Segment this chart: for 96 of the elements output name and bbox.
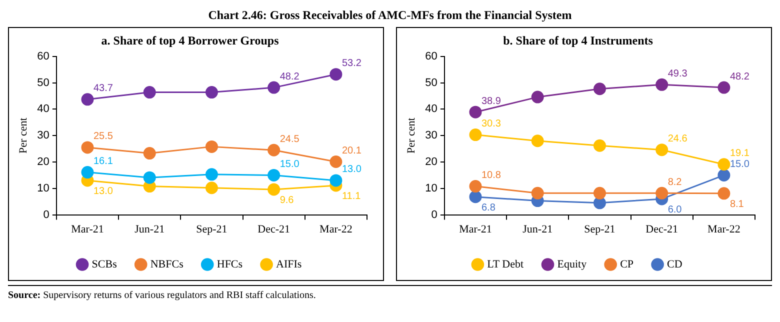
data-label: 24.6	[668, 134, 688, 145]
y-tick-label: 50	[37, 76, 50, 89]
y-tick-label: 0	[431, 208, 438, 221]
data-label: 48.2	[730, 71, 750, 82]
y-axis-title: Per cent	[405, 118, 418, 154]
point	[205, 86, 218, 99]
y-tick-label: 60	[37, 50, 50, 62]
point	[268, 144, 280, 156]
data-label: 30.3	[481, 118, 502, 130]
data-label: 15.0	[730, 158, 750, 170]
source-note: Source: Supervisory returns of various regulators and RBI staff calculations.	[8, 290, 316, 301]
x-tick-label: Mar-21	[71, 223, 104, 236]
x-tick-label: Dec-21	[646, 223, 678, 236]
data-label: 6.0	[668, 204, 682, 216]
legend-label: HFCs	[216, 258, 243, 270]
point	[330, 174, 342, 187]
data-label: 19.1	[730, 148, 750, 160]
data-label: 6.8	[481, 202, 496, 214]
data-label: 13.0	[93, 186, 114, 198]
y-tick-label: 10	[37, 182, 50, 194]
y-tick-label: 50	[425, 76, 438, 89]
data-label: 49.3	[668, 68, 688, 80]
point	[656, 144, 668, 156]
point	[469, 128, 482, 142]
data-label: 20.1	[342, 145, 362, 156]
point	[143, 147, 156, 160]
data-label: 9.6	[280, 195, 294, 206]
point	[469, 180, 482, 193]
legend-label: Equity	[557, 258, 588, 270]
point	[143, 171, 156, 184]
point	[656, 186, 668, 200]
data-label: 10.8	[481, 170, 502, 182]
data-label: 8.1	[730, 199, 744, 210]
point	[469, 190, 482, 204]
text: Chart 2.46: Gross Receivables of AMC-MFs from the Financial System	[207, 8, 573, 23]
data-label: 48.2	[280, 71, 300, 82]
x-tick-label: Sep-21	[584, 223, 616, 236]
point	[718, 187, 730, 200]
point	[593, 139, 606, 152]
chart-title: a. Share of top 4 Borrower Groups	[101, 33, 280, 48]
y-tick-label: 20	[425, 156, 438, 168]
legend-label: SCBs	[92, 258, 117, 270]
point	[469, 106, 482, 118]
point	[330, 155, 342, 168]
x-tick-label: Jun-21	[522, 223, 553, 236]
point	[593, 186, 606, 200]
point	[531, 134, 544, 148]
y-tick-label: 10	[425, 182, 438, 194]
legend-label: LT Debt	[487, 258, 524, 270]
point	[531, 186, 544, 200]
point	[81, 166, 94, 179]
data-label: 16.1	[93, 156, 114, 168]
y-tick-label: 60	[425, 50, 438, 62]
point	[268, 183, 280, 196]
y-tick-label: 40	[37, 103, 50, 116]
data-label: 8.2	[668, 176, 682, 188]
point	[531, 90, 544, 104]
data-label: 15.0	[280, 158, 300, 170]
point	[656, 78, 668, 91]
y-tick-label: 30	[425, 130, 438, 142]
x-tick-label: Mar-22	[708, 223, 740, 236]
point	[718, 81, 730, 94]
data-label: 13.0	[342, 164, 362, 176]
point	[81, 141, 94, 154]
point	[268, 168, 280, 182]
point	[143, 86, 156, 99]
point	[81, 93, 94, 106]
point	[718, 168, 730, 182]
x-tick-label: Dec-21	[258, 223, 290, 236]
data-label: 25.5	[93, 131, 114, 142]
y-tick-label: 40	[425, 103, 438, 116]
legend-label: CP	[620, 258, 634, 270]
y-tick-label: 0	[43, 208, 50, 221]
y-axis-title: Per cent	[17, 118, 30, 154]
point	[205, 182, 218, 194]
x-tick-label: Mar-21	[459, 223, 492, 236]
data-label: 24.5	[280, 134, 300, 145]
point	[268, 81, 280, 94]
chart-title: b. Share of top 4 Instruments	[503, 33, 654, 48]
point	[205, 168, 218, 181]
x-tick-label: Mar-22	[320, 223, 352, 236]
legend-label: CD	[667, 258, 682, 270]
data-label: 53.2	[342, 58, 362, 70]
x-tick-label: Sep-21	[196, 223, 228, 236]
y-tick-label: 30	[37, 130, 50, 142]
legend-label: AIFIs	[276, 258, 302, 270]
y-tick-label: 20	[37, 156, 50, 168]
point	[205, 140, 218, 153]
point	[593, 82, 606, 96]
point	[330, 68, 342, 81]
point	[718, 158, 730, 171]
legend-label: NBFCs	[150, 258, 184, 270]
data-label: 43.7	[93, 83, 114, 94]
data-label: 11.1	[342, 191, 362, 202]
x-tick-label: Jun-21	[134, 223, 165, 236]
data-label: 38.9	[481, 96, 502, 107]
